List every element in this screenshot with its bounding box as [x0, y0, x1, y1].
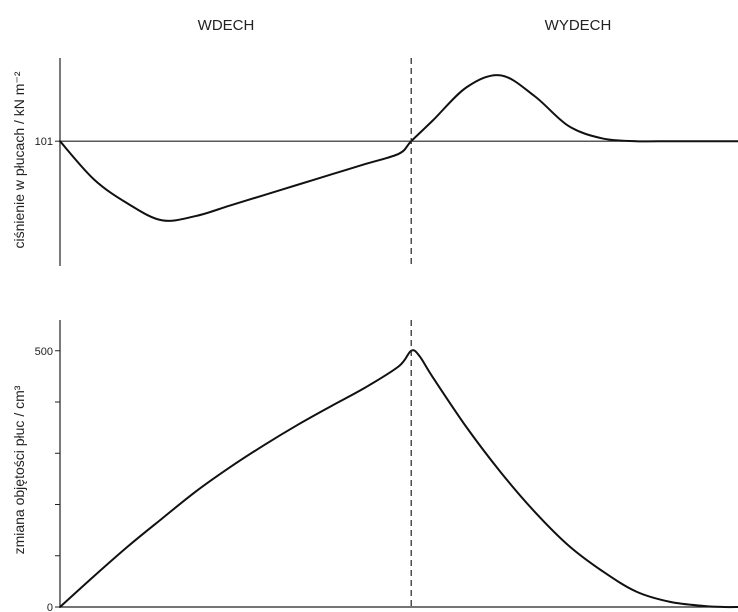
- phase-label-exhale: WYDECH: [545, 17, 612, 34]
- pressure-y-axis-label: ciśnienie w płucach / kN m⁻²: [11, 71, 27, 248]
- volume-y-tick-label: 0: [47, 602, 53, 612]
- pressure-ticks: 101: [35, 136, 60, 148]
- volume-chart: zmiana objętości płuc / cm³ 0 500: [11, 320, 738, 612]
- phase-label-inhale: WDECH: [198, 17, 255, 34]
- pressure-chart: ciśnienie w płucach / kN m⁻² 101: [11, 58, 738, 266]
- pressure-y-tick-label: 101: [35, 136, 53, 148]
- volume-y-axis-label: zmiana objętości płuc / cm³: [11, 385, 27, 554]
- volume-y-tick-label: 500: [35, 346, 53, 358]
- pressure-curve: [59, 74, 738, 222]
- volume-curve: [59, 349, 738, 609]
- volume-ticks: 0 500: [35, 346, 60, 612]
